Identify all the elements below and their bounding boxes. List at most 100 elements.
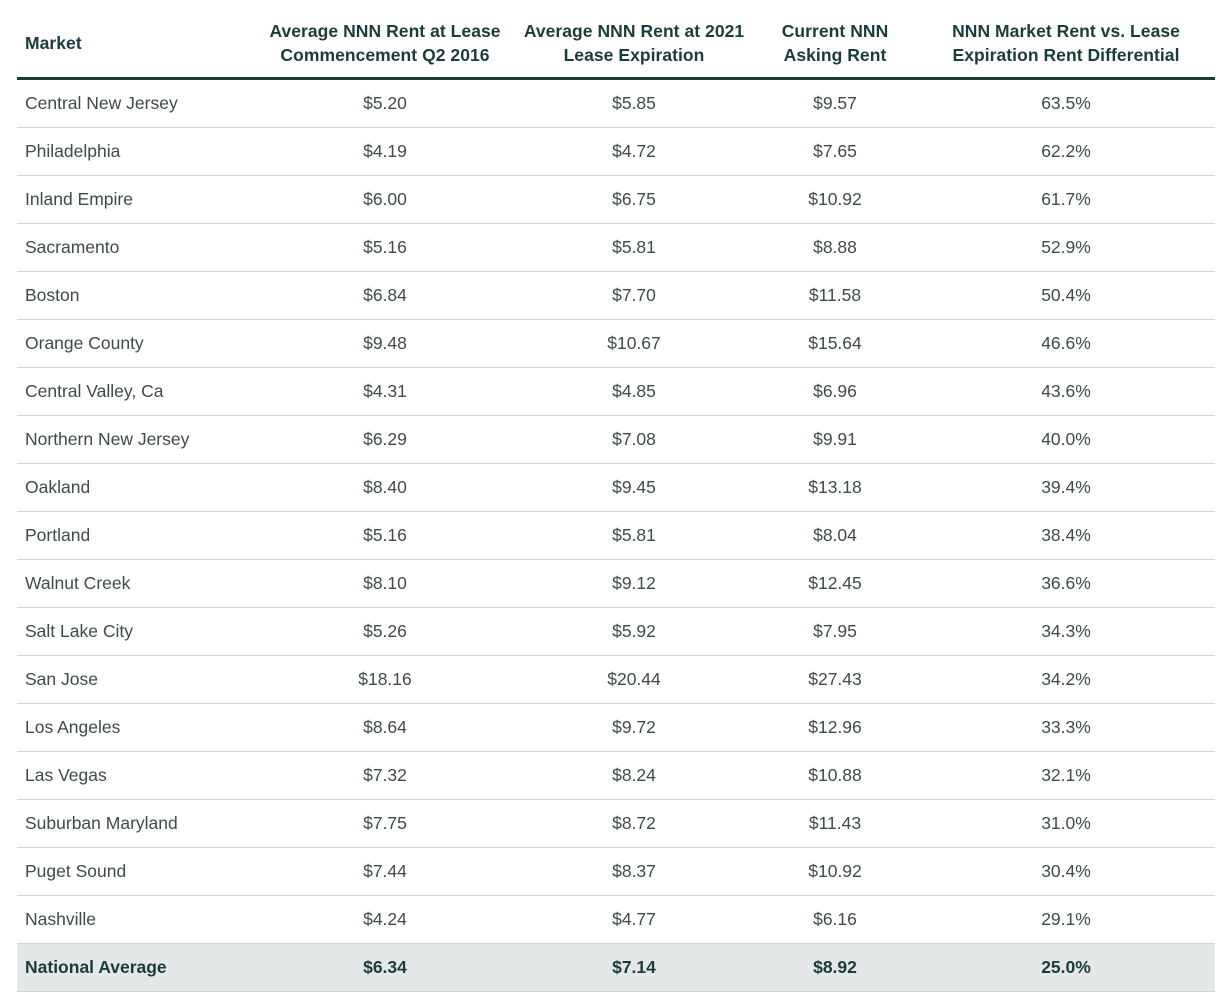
cell-rent-at-expiration: $20.44 <box>515 655 753 704</box>
cell-market: National Average <box>17 943 255 992</box>
table-row: Philadelphia $4.19 $4.72 $7.65 62.2% <box>17 127 1215 176</box>
cell-rent-at-expiration: $10.67 <box>515 319 753 368</box>
cell-rent-at-expiration: $9.45 <box>515 463 753 512</box>
cell-rent-differential: 43.6% <box>917 367 1215 416</box>
cell-rent-at-commencement: $4.31 <box>255 367 515 416</box>
table-header: Market Average NNN Rent at Lease Commenc… <box>17 8 1215 80</box>
table-row: Sacramento $5.16 $5.81 $8.88 52.9% <box>17 223 1215 272</box>
cell-rent-at-expiration: $7.70 <box>515 271 753 320</box>
column-header-rent-at-expiration: Average NNN Rent at 2021 Lease Expiratio… <box>515 8 753 80</box>
cell-current-asking-rent: $11.43 <box>753 799 917 848</box>
cell-market: Nashville <box>17 895 255 944</box>
cell-market: Walnut Creek <box>17 559 255 608</box>
cell-current-asking-rent: $9.57 <box>753 78 917 128</box>
cell-rent-differential: 30.4% <box>917 847 1215 896</box>
cell-rent-at-expiration: $4.85 <box>515 367 753 416</box>
cell-rent-differential: 61.7% <box>917 175 1215 224</box>
cell-rent-at-commencement: $8.10 <box>255 559 515 608</box>
table-row: Central Valley, Ca $4.31 $4.85 $6.96 43.6% <box>17 367 1215 416</box>
cell-rent-at-commencement: $18.16 <box>255 655 515 704</box>
table-row: Boston $6.84 $7.70 $11.58 50.4% <box>17 271 1215 320</box>
cell-rent-at-commencement: $9.48 <box>255 319 515 368</box>
cell-market: Salt Lake City <box>17 607 255 656</box>
column-header-current-asking-rent: Current NNN Asking Rent <box>753 8 917 80</box>
cell-market: Sacramento <box>17 223 255 272</box>
cell-market: Philadelphia <box>17 127 255 176</box>
cell-rent-differential: 62.2% <box>917 127 1215 176</box>
cell-rent-at-expiration: $9.12 <box>515 559 753 608</box>
cell-rent-at-expiration: $5.81 <box>515 223 753 272</box>
table-row: Northern New Jersey $6.29 $7.08 $9.91 40.0% <box>17 415 1215 464</box>
table-row: Inland Empire $6.00 $6.75 $10.92 61.7% <box>17 175 1215 224</box>
cell-rent-at-commencement: $6.29 <box>255 415 515 464</box>
cell-rent-at-expiration: $6.75 <box>515 175 753 224</box>
cell-rent-at-expiration: $5.85 <box>515 78 753 128</box>
cell-market: Boston <box>17 271 255 320</box>
cell-market: Portland <box>17 511 255 560</box>
cell-rent-at-expiration: $8.37 <box>515 847 753 896</box>
cell-rent-differential: 46.6% <box>917 319 1215 368</box>
cell-rent-differential: 39.4% <box>917 463 1215 512</box>
cell-rent-at-commencement: $6.84 <box>255 271 515 320</box>
cell-current-asking-rent: $7.95 <box>753 607 917 656</box>
national-average-row: National Average $6.34 $7.14 $8.92 25.0% <box>17 943 1215 992</box>
table-row: Los Angeles $8.64 $9.72 $12.96 33.3% <box>17 703 1215 752</box>
cell-rent-at-commencement: $4.19 <box>255 127 515 176</box>
cell-rent-differential: 31.0% <box>917 799 1215 848</box>
table-body: Central New Jersey $5.20 $5.85 $9.57 63.5% Ph… <box>17 78 1215 992</box>
cell-rent-differential: 38.4% <box>917 511 1215 560</box>
cell-rent-at-commencement: $8.40 <box>255 463 515 512</box>
cell-rent-differential: 34.2% <box>917 655 1215 704</box>
cell-rent-differential: 29.1% <box>917 895 1215 944</box>
table-row: Portland $5.16 $5.81 $8.04 38.4% <box>17 511 1215 560</box>
cell-rent-at-expiration: $4.77 <box>515 895 753 944</box>
cell-rent-at-commencement: $4.24 <box>255 895 515 944</box>
cell-rent-differential: 40.0% <box>917 415 1215 464</box>
table-row: Walnut Creek $8.10 $9.12 $12.45 36.6% <box>17 559 1215 608</box>
cell-rent-differential: 34.3% <box>917 607 1215 656</box>
column-header-rent-differential: NNN Market Rent vs. Lease Expiration Ren… <box>917 8 1215 80</box>
cell-current-asking-rent: $8.88 <box>753 223 917 272</box>
cell-rent-at-commencement: $5.26 <box>255 607 515 656</box>
cell-current-asking-rent: $10.88 <box>753 751 917 800</box>
cell-rent-at-commencement: $5.16 <box>255 223 515 272</box>
cell-current-asking-rent: $7.65 <box>753 127 917 176</box>
cell-market: Puget Sound <box>17 847 255 896</box>
cell-rent-differential: 52.9% <box>917 223 1215 272</box>
column-header-market: Market <box>17 8 255 80</box>
cell-current-asking-rent: $8.04 <box>753 511 917 560</box>
cell-current-asking-rent: $10.92 <box>753 847 917 896</box>
table-row: Nashville $4.24 $4.77 $6.16 29.1% <box>17 895 1215 944</box>
cell-rent-at-expiration: $5.81 <box>515 511 753 560</box>
cell-rent-at-expiration: $5.92 <box>515 607 753 656</box>
cell-market: Central Valley, Ca <box>17 367 255 416</box>
cell-rent-at-commencement: $7.75 <box>255 799 515 848</box>
table-row: Puget Sound $7.44 $8.37 $10.92 30.4% <box>17 847 1215 896</box>
cell-current-asking-rent: $12.96 <box>753 703 917 752</box>
cell-rent-differential: 50.4% <box>917 271 1215 320</box>
cell-rent-at-expiration: $8.72 <box>515 799 753 848</box>
cell-current-asking-rent: $6.16 <box>753 895 917 944</box>
cell-current-asking-rent: $13.18 <box>753 463 917 512</box>
cell-current-asking-rent: $10.92 <box>753 175 917 224</box>
cell-rent-at-expiration: $9.72 <box>515 703 753 752</box>
table-row: Salt Lake City $5.26 $5.92 $7.95 34.3% <box>17 607 1215 656</box>
cell-rent-differential: 33.3% <box>917 703 1215 752</box>
cell-rent-at-commencement: $5.20 <box>255 78 515 128</box>
rent-differential-table: Market Average NNN Rent at Lease Commenc… <box>17 8 1215 992</box>
cell-market: Inland Empire <box>17 175 255 224</box>
table-row: Orange County $9.48 $10.67 $15.64 46.6% <box>17 319 1215 368</box>
cell-rent-differential: 32.1% <box>917 751 1215 800</box>
cell-market: Northern New Jersey <box>17 415 255 464</box>
cell-rent-at-commencement: $7.32 <box>255 751 515 800</box>
cell-current-asking-rent: $8.92 <box>753 943 917 992</box>
cell-rent-differential: 25.0% <box>917 943 1215 992</box>
cell-current-asking-rent: $9.91 <box>753 415 917 464</box>
cell-current-asking-rent: $15.64 <box>753 319 917 368</box>
cell-rent-differential: 63.5% <box>917 78 1215 128</box>
cell-market: Central New Jersey <box>17 78 255 128</box>
column-header-rent-at-commencement: Average NNN Rent at Lease Commencement Q… <box>255 8 515 80</box>
cell-current-asking-rent: $11.58 <box>753 271 917 320</box>
table-row: Las Vegas $7.32 $8.24 $10.88 32.1% <box>17 751 1215 800</box>
